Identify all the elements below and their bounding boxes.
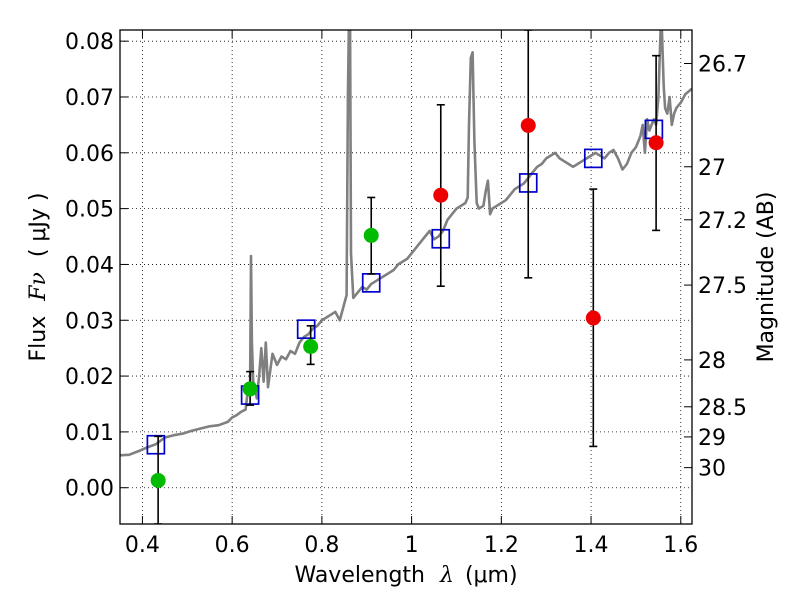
y-tick-label: 0.06 xyxy=(65,142,114,167)
x-tick-label: 1.6 xyxy=(663,533,698,558)
y2-tick-label: 27.5 xyxy=(698,274,747,299)
data-point xyxy=(648,135,664,151)
y-tick-label: 0.04 xyxy=(65,253,114,278)
y-axis-symbol: Fν xyxy=(26,272,51,302)
spectrum-line xyxy=(120,30,692,457)
y2-tick-label: 27.2 xyxy=(698,209,747,234)
axis-ticks: 0.4 0.6 0.8 1 1.2 1.4 1.6 0.00 0.01 0.02 0.03 0.04 0… xyxy=(65,30,747,558)
model-square-marker xyxy=(583,148,603,169)
data-point xyxy=(150,472,166,488)
data-point xyxy=(242,381,258,397)
data-point xyxy=(433,187,449,203)
y-tick-label: 0.07 xyxy=(65,86,114,111)
grid-lines xyxy=(120,30,692,524)
y2-tick-label: 27 xyxy=(698,156,726,181)
x-axis-title: Wavelength λ (μm) xyxy=(294,563,517,588)
y-axis-label: Flux xyxy=(26,316,51,362)
x-tick-label: 0.6 xyxy=(215,533,250,558)
y2-tick-label: 26.7 xyxy=(698,52,747,77)
x-tick-label: 1.2 xyxy=(484,533,519,558)
y-axis-unit: ( μJy ) xyxy=(26,192,51,257)
data-point xyxy=(585,310,601,326)
y2-tick-label: 28 xyxy=(698,349,726,374)
x-tick-label: 1 xyxy=(405,533,419,558)
x-tick-label: 0.8 xyxy=(304,533,339,558)
data-point xyxy=(303,338,319,354)
y2-axis-title: Magnitude (AB) xyxy=(754,192,779,363)
y-tick-label: 0.00 xyxy=(65,477,114,502)
y2-tick-label: 30 xyxy=(698,457,726,482)
plot-frame xyxy=(119,29,693,525)
x-tick-label: 0.4 xyxy=(125,533,160,558)
x-axis-symbol: λ xyxy=(439,563,454,588)
y2-tick-label: 29 xyxy=(698,426,726,451)
x-axis-label: Wavelength xyxy=(294,563,425,588)
y-axis-title: Flux Fν ( μJy ) xyxy=(26,192,51,361)
y-tick-label: 0.08 xyxy=(65,30,114,55)
model-square-marker xyxy=(296,319,316,340)
y-tick-label: 0.02 xyxy=(65,365,114,390)
x-tick-label: 1.4 xyxy=(574,533,609,558)
y-tick-label: 0.03 xyxy=(65,309,114,334)
data-point xyxy=(363,227,379,243)
x-axis-unit: (μm) xyxy=(465,563,518,588)
data-series xyxy=(120,30,692,524)
y-tick-label: 0.05 xyxy=(65,198,114,223)
data-point xyxy=(520,117,536,133)
y-tick-label: 0.01 xyxy=(65,421,114,446)
y2-tick-label: 28.5 xyxy=(698,396,747,421)
